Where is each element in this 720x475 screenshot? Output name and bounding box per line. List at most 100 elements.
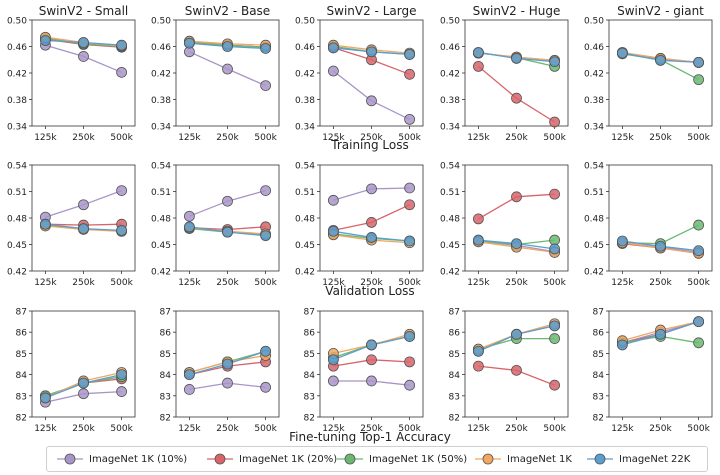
y-tick-label: 87 (593, 308, 604, 318)
series-point-in1k_10 (366, 95, 377, 107)
series-point-in1k_20 (549, 379, 561, 391)
x-tick-label: 250k (360, 424, 383, 434)
y-tick-label: 0.42 (440, 70, 460, 80)
y-tick-label: 82 (160, 414, 171, 424)
series-point-in1k_10 (116, 185, 128, 197)
series-point-in22k (549, 56, 561, 68)
series-point-in22k (39, 392, 51, 404)
series-point-in22k (404, 235, 416, 247)
series-point-in22k (78, 223, 89, 235)
series-point-in1k_10 (327, 375, 339, 387)
y-tick-label: 0.42 (7, 268, 27, 278)
series-point-in22k (183, 37, 195, 49)
y-tick-label: 0.48 (7, 215, 27, 225)
x-tick-label: 250k (505, 278, 528, 288)
y-tick-label: 0.54 (151, 162, 171, 172)
y-tick-label: 83 (593, 392, 604, 402)
series-point-in1k_10 (260, 381, 272, 393)
series-point-in1k_20 (404, 356, 416, 368)
legend-item-in1k: ImageNet 1K (475, 451, 572, 467)
y-tick-label: 82 (449, 414, 460, 424)
x-tick-label: 250k (505, 133, 528, 143)
y-tick-label: 0.46 (151, 43, 171, 53)
y-tick-label: 0.48 (440, 215, 460, 225)
y-tick-label: 0.51 (584, 188, 604, 198)
series-point-in22k (472, 47, 484, 58)
y-tick-label: 0.42 (151, 268, 171, 278)
y-tick-label: 0.45 (440, 241, 460, 251)
legend-label-in1k: ImageNet 1K (507, 453, 572, 465)
y-tick-label: 0.34 (295, 123, 315, 133)
legend-label-in1k-50: ImageNet 1K (50%) (369, 453, 468, 465)
y-tick-label: 0.42 (151, 70, 171, 80)
series-point-in1k_20 (472, 213, 484, 225)
series-point-in22k (655, 240, 666, 252)
series-line-in1k_10 (332, 70, 410, 120)
y-tick-label: 0.51 (151, 188, 171, 198)
series-point-in1k_10 (366, 375, 377, 387)
y-tick-label: 0.34 (151, 123, 171, 133)
y-tick-label: 0.51 (7, 188, 27, 198)
series-point-in1k_20 (404, 199, 416, 211)
y-tick-label: 84 (160, 371, 172, 381)
series-point-in22k (511, 328, 522, 340)
legend-label-in1k-20: ImageNet 1K (20%) (239, 453, 338, 465)
y-tick-label: 0.38 (7, 96, 27, 106)
series-point-in1k_20 (511, 191, 522, 203)
x-tick-label: 250k (360, 133, 383, 143)
y-tick-label: 0.34 (7, 123, 27, 133)
y-tick-label: 82 (593, 414, 604, 424)
y-tick-label: 0.42 (584, 268, 604, 278)
y-tick-label: 0.45 (295, 241, 315, 251)
y-tick-label: 0.54 (295, 162, 315, 172)
series-point-in1k_10 (222, 195, 233, 207)
series-point-in1k_10 (260, 185, 272, 197)
row-title: Validation Loss (325, 284, 414, 298)
series-point-in22k (222, 226, 233, 238)
y-tick-label: 85 (304, 350, 315, 360)
series-point-in1k_10 (404, 113, 416, 125)
x-tick-label: 500k (110, 133, 133, 143)
y-tick-label: 83 (449, 392, 460, 402)
series-point-in22k (183, 221, 195, 233)
y-tick-label: 87 (449, 308, 460, 318)
series-point-in22k (327, 354, 339, 366)
y-tick-label: 0.42 (295, 70, 315, 80)
series-point-in22k (78, 37, 89, 48)
x-tick-label: 125k (34, 133, 57, 143)
series-point-in22k (183, 369, 195, 381)
y-tick-label: 0.50 (7, 17, 27, 27)
series-point-in1k_50 (693, 74, 705, 86)
y-tick-label: 0.38 (151, 96, 171, 106)
y-tick-label: 83 (16, 392, 27, 402)
x-tick-label: 500k (110, 424, 133, 434)
y-tick-label: 0.46 (7, 43, 27, 53)
series-point-in1k_20 (366, 217, 377, 228)
column-title: SwinV2 - Small (39, 4, 129, 18)
series-point-in22k (116, 224, 128, 236)
y-tick-label: 86 (593, 329, 605, 339)
y-tick-label: 0.45 (7, 241, 27, 251)
y-tick-label: 0.54 (7, 162, 27, 172)
series-point-in1k_20 (549, 116, 561, 128)
x-tick-label: 125k (34, 424, 57, 434)
series-point-in22k (549, 243, 561, 255)
series-point-in22k (472, 345, 484, 357)
series-point-in22k (327, 42, 339, 54)
series-point-in1k_10 (404, 379, 416, 391)
legend-label-in22k: ImageNet 22K (619, 453, 691, 465)
y-tick-label: 0.38 (295, 96, 315, 106)
y-tick-label: 82 (304, 414, 315, 424)
column-title: SwinV2 - Large (327, 4, 417, 18)
series-point-in1k_10 (327, 65, 339, 77)
x-tick-label: 250k (72, 133, 95, 143)
x-tick-label: 125k (178, 278, 201, 288)
y-tick-label: 84 (593, 371, 605, 381)
x-tick-label: 125k (611, 424, 634, 434)
x-tick-label: 125k (467, 133, 490, 143)
series-point-in22k (655, 328, 666, 340)
series-point-in22k (549, 320, 561, 332)
y-tick-label: 84 (304, 371, 316, 381)
legend: ImageNet 1K (10%) ImageNet 1K (20%) Imag… (46, 446, 708, 472)
x-tick-label: 250k (649, 424, 672, 434)
